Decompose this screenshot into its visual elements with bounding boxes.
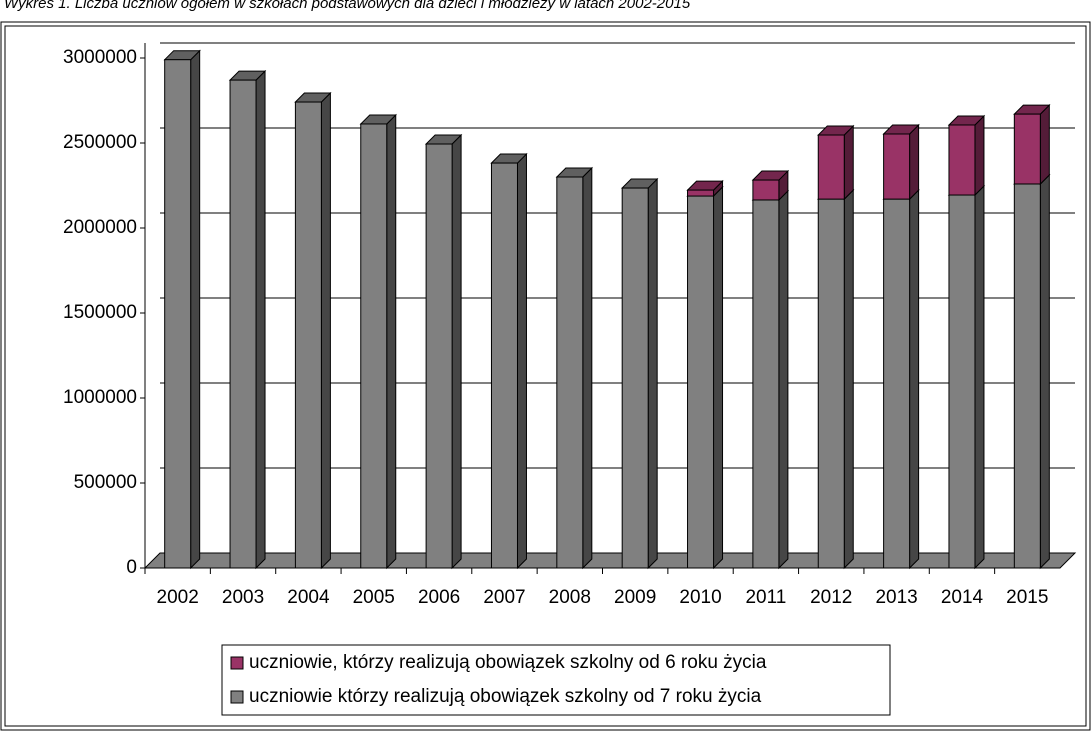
x-tick-label: 2010 (679, 587, 721, 608)
bar-side (974, 184, 985, 570)
inner-frame (4, 25, 1087, 727)
bar-side (255, 69, 266, 570)
bar-side (386, 113, 397, 570)
bar-side (713, 185, 724, 570)
legend-swatch (230, 690, 244, 704)
outer-frame (0, 21, 1091, 731)
x-tick-label: 2013 (875, 587, 917, 608)
bar-side (320, 91, 331, 570)
bar (164, 59, 192, 569)
bar-side (843, 124, 854, 201)
bar (817, 198, 845, 569)
y-tick-label: 1500000 (63, 302, 137, 323)
legend-label: uczniowie, którzy realizują obowiązek sz… (249, 652, 767, 673)
x-tick-label: 2003 (222, 587, 264, 608)
bar (1013, 183, 1041, 569)
x-tick-label: 2008 (549, 587, 591, 608)
x-tick-label: 2002 (157, 587, 199, 608)
bar (752, 199, 780, 569)
y-tick-label: 0 (126, 557, 137, 578)
chart-title: Wykres 1. Liczba uczniów ogółem w szkoła… (4, 0, 691, 12)
bar (883, 198, 911, 569)
bar (1013, 113, 1041, 185)
bar-side (1039, 173, 1050, 570)
bar-side (843, 188, 854, 570)
bar (556, 176, 584, 569)
x-tick-label: 2012 (810, 587, 852, 608)
y-tick-label: 2500000 (63, 132, 137, 153)
bar-side (778, 189, 789, 570)
x-tick-label: 2009 (614, 587, 656, 608)
bar-side (451, 133, 462, 570)
bar-side (1039, 103, 1050, 186)
y-tick-label: 3000000 (63, 47, 137, 68)
x-tick-label: 2005 (353, 587, 395, 608)
x-tick-label: 2007 (483, 587, 525, 608)
x-tick-label: 2011 (745, 587, 786, 608)
bar (948, 124, 976, 196)
legend-label: uczniowie którzy realizują obowiązek szk… (249, 686, 762, 707)
legend-box (221, 644, 891, 716)
bar-side (909, 123, 920, 201)
bar (883, 133, 911, 200)
y-tick-label: 500000 (74, 472, 137, 493)
bar-side (974, 114, 985, 197)
legend-swatch (230, 656, 244, 670)
x-tick-label: 2014 (941, 587, 984, 608)
bar (752, 179, 780, 201)
x-tick-label: 2015 (1006, 587, 1048, 608)
bar-side (909, 188, 920, 570)
x-tick-label: 2006 (418, 587, 460, 608)
bar-side (190, 49, 201, 570)
y-tick-label: 1000000 (63, 387, 137, 408)
bar-side (582, 166, 593, 570)
bar (229, 79, 257, 569)
bar (687, 189, 715, 197)
bar-side (647, 177, 658, 570)
bar (621, 187, 649, 569)
floor (143, 552, 1077, 569)
bar (294, 101, 322, 569)
bar (360, 123, 388, 569)
bar (490, 162, 518, 569)
bar (425, 143, 453, 569)
y-tick-label: 2000000 (63, 217, 137, 238)
bar (687, 195, 715, 569)
bar (817, 134, 845, 200)
x-tick-label: 2004 (287, 587, 330, 608)
bar-side (516, 152, 527, 570)
bar (948, 194, 976, 569)
